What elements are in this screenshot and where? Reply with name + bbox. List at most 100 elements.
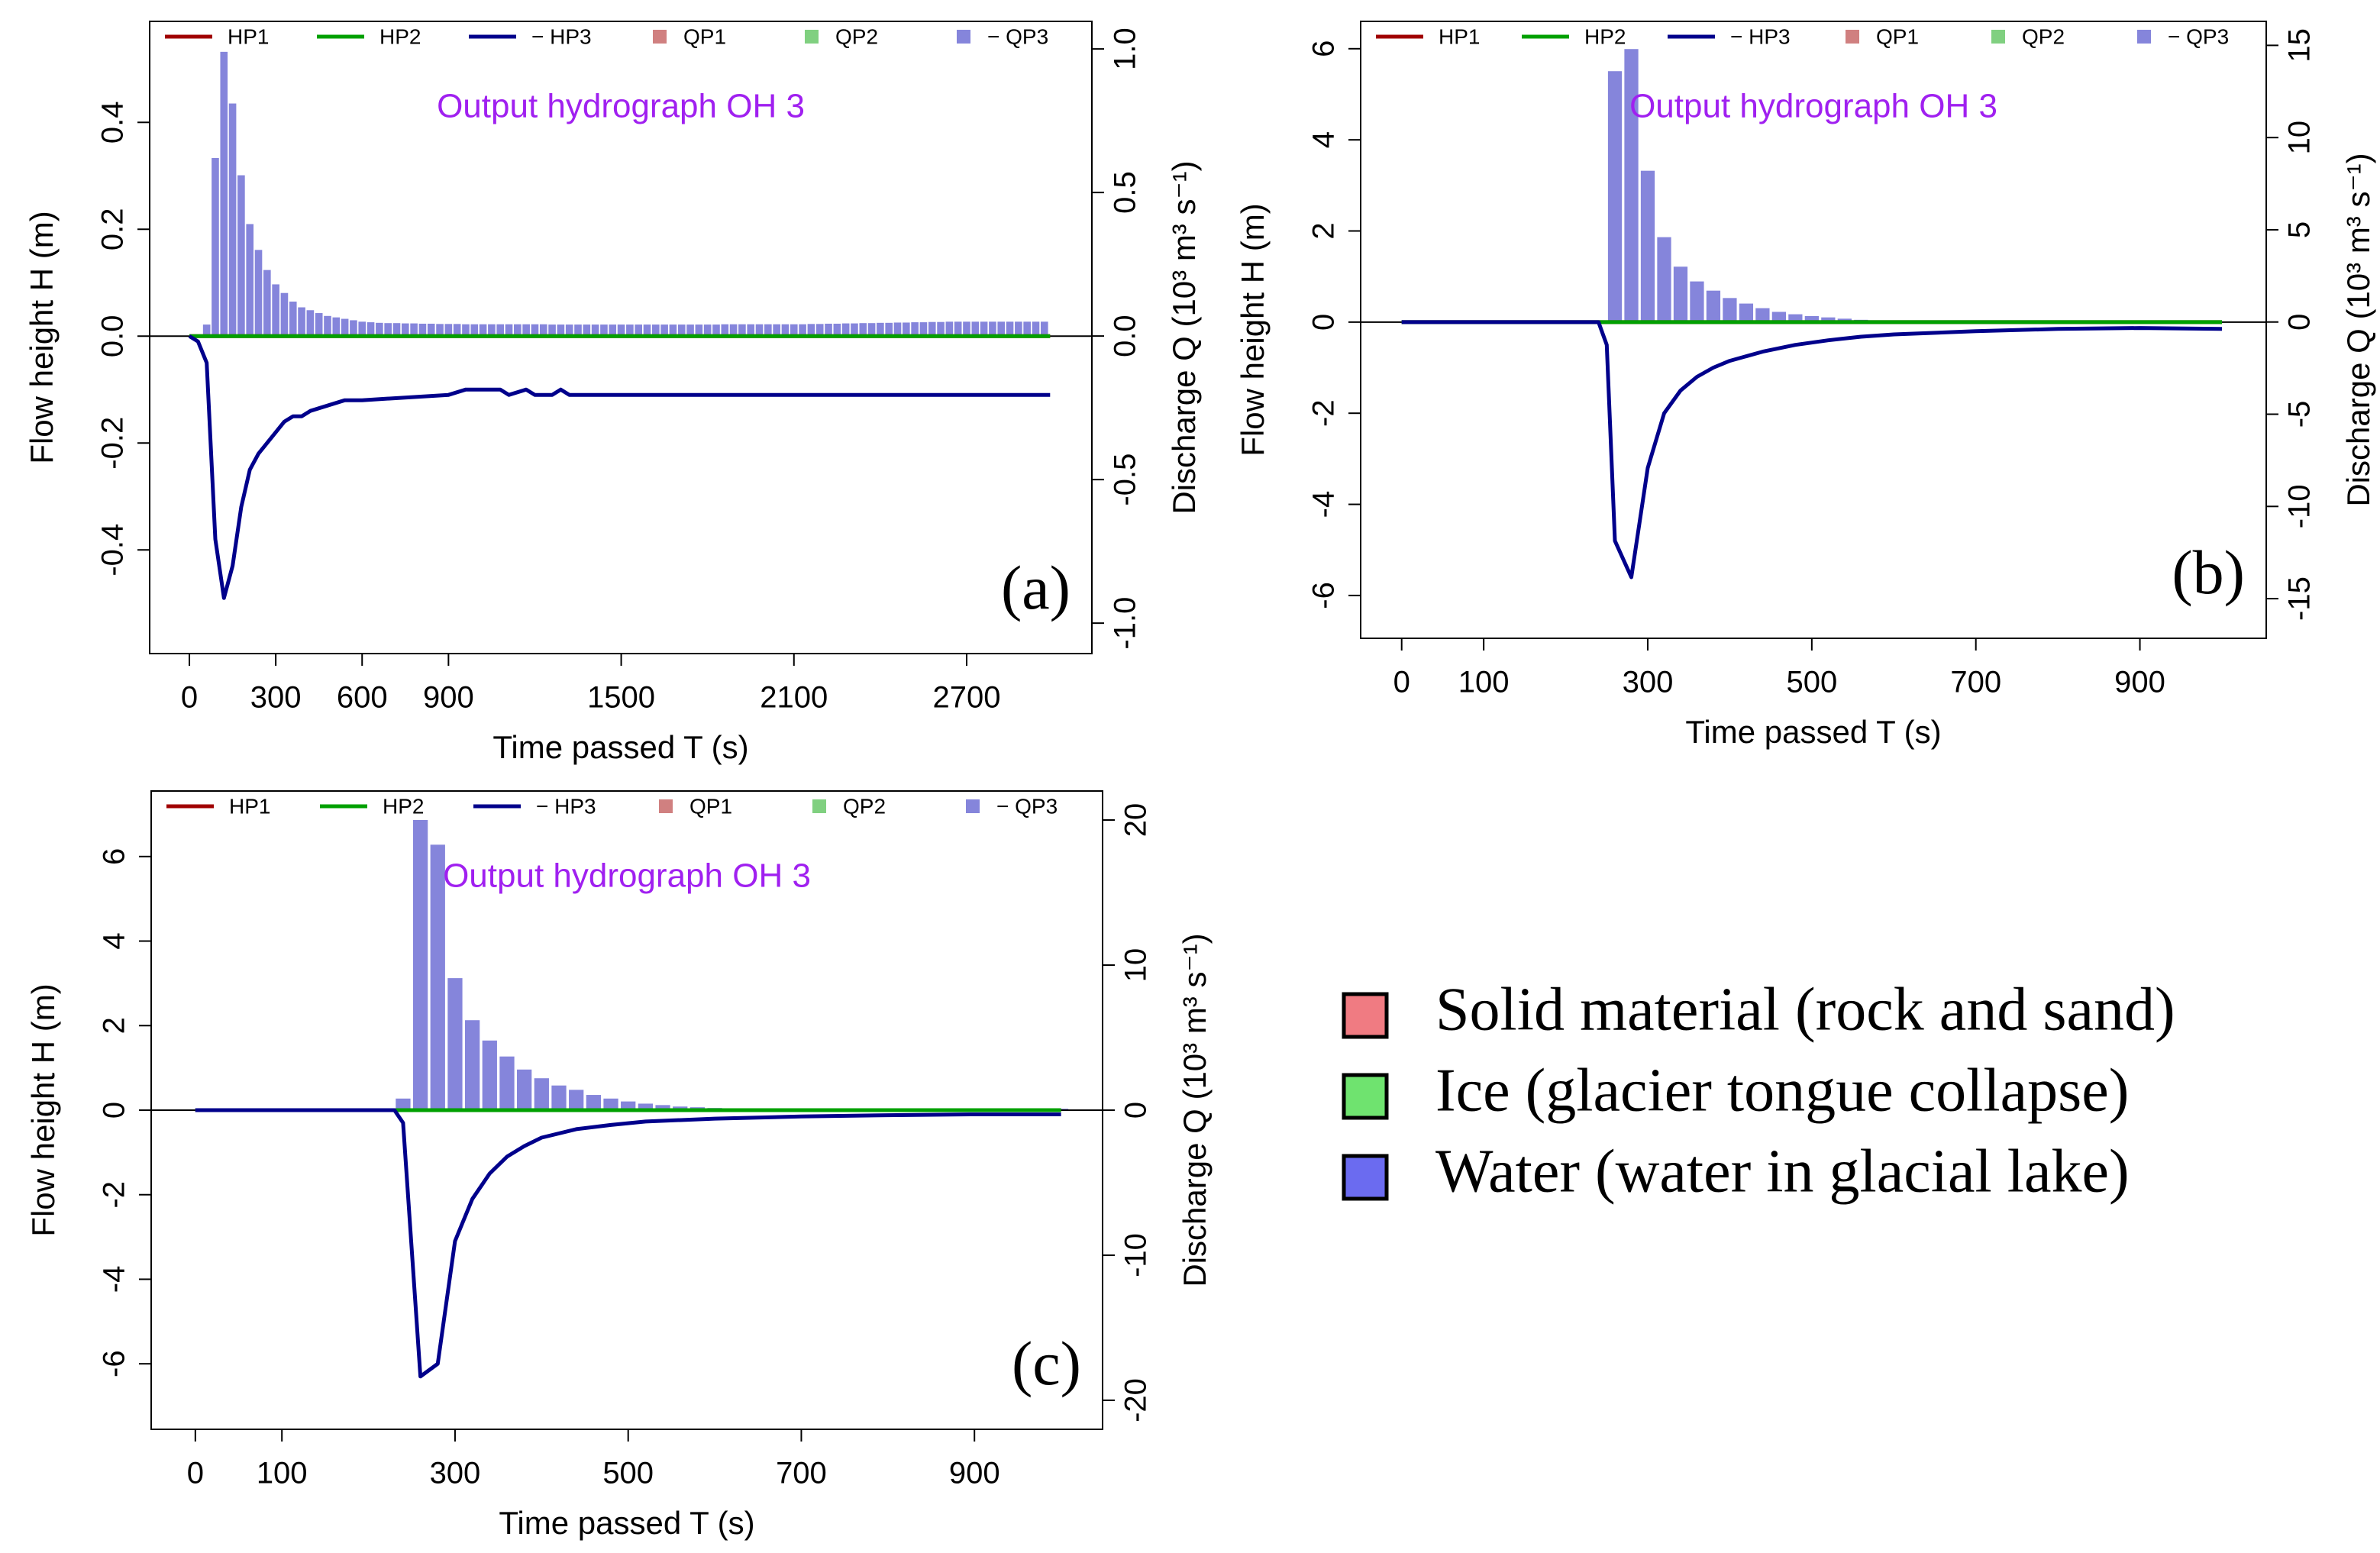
bar <box>621 1101 636 1110</box>
bar <box>655 1105 670 1110</box>
bar <box>384 323 392 337</box>
legend-label: HP1 <box>229 794 270 818</box>
y2-tick-label: -20 <box>1119 1378 1153 1422</box>
bar <box>764 324 772 337</box>
bar <box>1723 298 1737 322</box>
legend-panel-swatch <box>1342 1073 1389 1120</box>
y2-tick-label: 10 <box>1119 948 1153 983</box>
y2-tick-label: 0 <box>1119 1102 1153 1119</box>
x-tick-label: 1500 <box>587 681 655 715</box>
bar <box>565 324 573 337</box>
bar <box>306 310 315 337</box>
x-axis-label: Time passed T (s) <box>499 1505 754 1541</box>
bar <box>427 323 435 337</box>
bar <box>341 318 349 337</box>
legend-label: − QP3 <box>2168 24 2229 48</box>
legend-panel-label: Ice (glacier tongue collapse) <box>1435 1057 2129 1124</box>
bar <box>1771 312 1787 322</box>
plot-frame <box>1360 21 2267 639</box>
legend-label: QP2 <box>835 24 878 48</box>
bar <box>799 324 806 337</box>
line <box>195 1108 1061 1379</box>
x-axis-label: Time passed T (s) <box>492 729 748 765</box>
bar <box>963 321 970 337</box>
legend-label: HP1 <box>228 24 269 48</box>
y-tick-label: -2 <box>98 1181 131 1209</box>
x-tick-label: 2700 <box>933 681 1001 715</box>
bar <box>851 323 858 337</box>
x-tick-label: 500 <box>1786 666 1837 699</box>
bar <box>202 324 211 337</box>
bar <box>517 1069 532 1110</box>
bar <box>479 324 487 337</box>
bar <box>376 322 383 337</box>
bar <box>703 324 712 337</box>
legend-label: QP1 <box>683 24 726 48</box>
bar <box>669 324 677 337</box>
bar <box>971 321 980 337</box>
bar <box>859 323 867 337</box>
bar <box>1607 71 1623 322</box>
bar <box>885 322 893 337</box>
y2-tick-label: 0.0 <box>1109 315 1142 357</box>
y-tick-label: -4 <box>98 1266 131 1293</box>
line <box>1401 320 2223 580</box>
legend-swatch <box>2137 30 2151 44</box>
y2-tick-label: 0 <box>2283 314 2317 331</box>
legend-swatch <box>966 799 980 813</box>
bar <box>825 323 832 337</box>
bar <box>496 324 505 337</box>
y-tick-label: 0 <box>98 1102 131 1119</box>
legend-swatch <box>957 30 970 44</box>
bar <box>569 1090 584 1110</box>
bar <box>551 1085 567 1110</box>
legend-label: QP1 <box>689 794 732 818</box>
x-tick-label: 700 <box>1950 666 2001 699</box>
x-tick-label: 2100 <box>760 681 828 715</box>
line <box>188 334 1051 600</box>
bar <box>790 324 798 337</box>
bar <box>358 321 367 337</box>
y2-tick-label: 20 <box>1119 803 1153 838</box>
bar <box>807 324 815 337</box>
x-tick-label: 100 <box>257 1457 308 1490</box>
bar <box>263 270 271 337</box>
legend-label: QP1 <box>1876 24 1919 48</box>
bar <box>1040 321 1048 337</box>
y2-tick-label: 10 <box>2283 121 2317 155</box>
y-tick-label: 6 <box>1307 40 1341 57</box>
legend-label: HP2 <box>379 24 421 48</box>
bar <box>574 324 582 337</box>
x-axis-label: Time passed T (s) <box>1685 714 1941 750</box>
x-tick-label: 600 <box>337 681 388 715</box>
bar <box>531 324 539 337</box>
chart-title: Output hydrograph OH 3 <box>443 857 811 895</box>
bar <box>289 301 297 337</box>
y2-tick-label: 5 <box>2283 221 2317 238</box>
legend-panel-label: Water (water in glacial lake) <box>1435 1138 2130 1205</box>
x-tick-label: 0 <box>1393 666 1410 699</box>
bar <box>781 324 790 337</box>
bar <box>937 321 945 337</box>
bar <box>228 103 237 337</box>
bar <box>332 317 341 337</box>
y-tick-label: 6 <box>98 848 131 865</box>
bar <box>815 324 824 337</box>
y-tick-label: 0.0 <box>96 315 130 357</box>
y-tick-label: 2 <box>98 1017 131 1034</box>
legend-swatch <box>659 799 673 813</box>
bar <box>488 324 496 337</box>
bar <box>350 320 357 337</box>
y2-axis-label: Discharge Q (10³ m³ s⁻¹) <box>2340 153 2376 506</box>
bar <box>401 323 409 337</box>
y2-axis-label: Discharge Q (10³ m³ s⁻¹) <box>1166 160 1202 514</box>
y-tick-label: -0.4 <box>96 524 130 576</box>
x-tick-label: 900 <box>423 681 474 715</box>
y-tick-label: -6 <box>1307 582 1341 609</box>
y2-tick-label: -15 <box>2283 576 2317 621</box>
bar <box>677 324 686 337</box>
bar <box>945 321 954 337</box>
y2-tick-label: -10 <box>1119 1233 1153 1277</box>
bar <box>418 323 427 337</box>
